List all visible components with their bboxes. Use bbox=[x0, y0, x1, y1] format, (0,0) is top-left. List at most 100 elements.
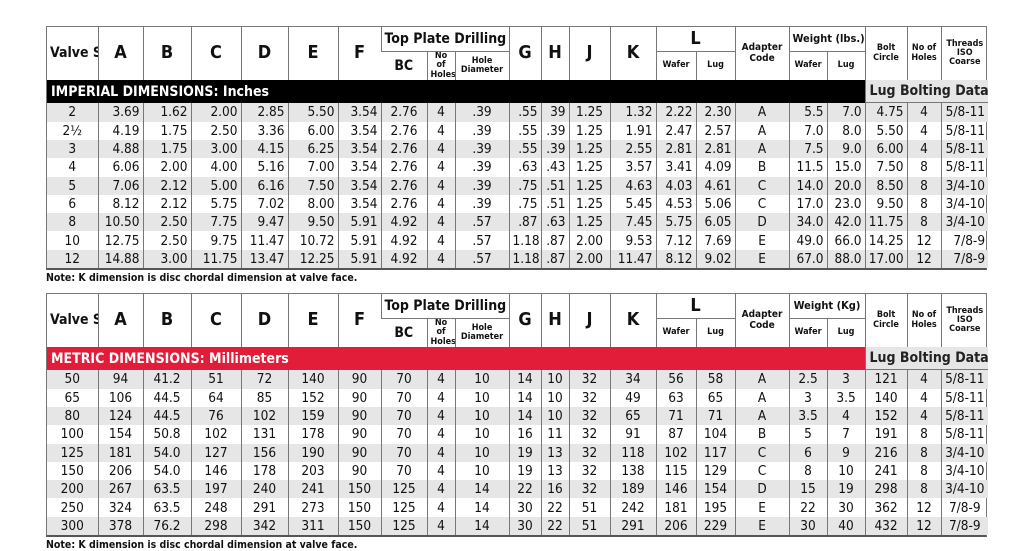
table-cell: 291 bbox=[240, 498, 288, 517]
table-cell: 7.06 bbox=[97, 176, 143, 195]
table-cell: 2.76 bbox=[380, 121, 427, 140]
table-cell: 5/8-11 bbox=[940, 121, 989, 140]
col-h: H bbox=[540, 294, 570, 348]
table-cell: 240 bbox=[240, 480, 288, 499]
table-cell: 2.00 bbox=[568, 249, 611, 268]
table-cell: 9.0 bbox=[826, 139, 866, 159]
lug-bolting-header: Lug Bolting Data bbox=[864, 347, 989, 371]
table-cell: 140 bbox=[864, 388, 908, 407]
table-cell: .39 bbox=[540, 139, 570, 159]
table-cell: 70 bbox=[380, 369, 427, 389]
table-cell: 64 bbox=[190, 388, 241, 407]
table-cell: 90 bbox=[337, 425, 381, 444]
table-cell: .55 bbox=[508, 102, 542, 122]
table-cell: 15 bbox=[788, 480, 828, 499]
col-b: B bbox=[142, 27, 191, 81]
table-cell: 41.2 bbox=[142, 369, 191, 389]
table-cell: 10 bbox=[454, 369, 510, 389]
table-cell: 7.0 bbox=[788, 121, 828, 140]
table-cell: 102 bbox=[240, 406, 288, 426]
table-cell: 65 bbox=[64, 389, 80, 406]
col-h: H bbox=[540, 27, 570, 81]
table-cell: .55 bbox=[508, 121, 542, 140]
table-cell: 4 bbox=[426, 388, 455, 407]
table-cell: 70 bbox=[380, 461, 427, 481]
table-cell: 4 bbox=[906, 121, 942, 140]
table-cell: 7.00 bbox=[287, 158, 338, 177]
table-cell: A bbox=[734, 139, 790, 159]
metric-section: METRIC DIMENSIONS: Millimeters Lug Boltin… bbox=[46, 293, 989, 551]
table-cell: 4 bbox=[906, 406, 942, 426]
table-cell: 273 bbox=[287, 498, 338, 517]
table-cell: .57 bbox=[454, 231, 510, 250]
table-row: 2½ 4.19 1.75 2.50 3.36 6.00 3.54 2.76 4.39.55.39… bbox=[47, 121, 989, 140]
table-cell: 14 bbox=[454, 498, 510, 517]
table-cell: 4 bbox=[426, 516, 455, 535]
table-cell: .39 bbox=[540, 121, 570, 140]
table-cell: 1.25 bbox=[568, 213, 611, 232]
table-cell: 14.88 bbox=[97, 249, 143, 268]
table-cell: 10.50 bbox=[97, 213, 143, 232]
table-cell: 7.0 bbox=[826, 102, 866, 122]
table-cell: 4.15 bbox=[240, 139, 288, 159]
table-cell: 4.88 bbox=[97, 139, 143, 159]
table-row: 200 267 63.5 197 240 241 150 125 4 14 22 16 32 189 146… bbox=[47, 480, 989, 499]
table-cell: .87 bbox=[540, 231, 570, 250]
table-cell: 5.16 bbox=[240, 158, 288, 177]
table-row: 80 124 44.5 76 102 159 90 70 4 10 14 10 32 65 71 71 A 3.5… bbox=[47, 406, 989, 426]
table-cell: 32 bbox=[568, 388, 611, 407]
table-cell: E bbox=[734, 516, 790, 535]
table-cell: 4 bbox=[426, 231, 455, 250]
table-cell: 9 bbox=[826, 443, 866, 462]
table-cell: 63 bbox=[655, 388, 697, 407]
table-cell: 3.5 bbox=[826, 388, 866, 407]
table-cell: 4 bbox=[426, 498, 455, 517]
col-d: D bbox=[240, 27, 288, 81]
table-row: 300 378 76.2 298 342 311 150 125 4 14 30 22 51 291 206… bbox=[47, 516, 989, 535]
table-cell: 250 bbox=[60, 499, 84, 516]
table-cell: .57 bbox=[454, 213, 510, 232]
col-valve-size: Valve Size bbox=[50, 45, 98, 62]
table-cell: 71 bbox=[695, 406, 736, 426]
table-cell: 9.53 bbox=[609, 231, 657, 250]
table-cell: 4 bbox=[426, 158, 455, 177]
table-cell: 1.25 bbox=[568, 176, 611, 195]
table-cell: 5.91 bbox=[337, 213, 381, 232]
table-cell: 1.62 bbox=[142, 102, 191, 122]
col-c: C bbox=[190, 294, 241, 348]
table-cell: 4.19 bbox=[97, 121, 143, 140]
table-cell: 12 bbox=[906, 498, 942, 517]
table-cell: 8.12 bbox=[97, 194, 143, 214]
table-cell: 3.00 bbox=[190, 139, 241, 159]
table-cell: 118 bbox=[609, 443, 657, 462]
table-cell: 7/8-9 bbox=[940, 498, 989, 517]
table-cell: 90 bbox=[337, 388, 381, 407]
table-cell: .63 bbox=[508, 158, 542, 177]
table-cell: 2.81 bbox=[695, 139, 736, 159]
table-cell: 49.0 bbox=[788, 231, 828, 250]
table-cell: 70 bbox=[380, 425, 427, 444]
table-cell: 241 bbox=[864, 461, 908, 481]
table-cell: 1.25 bbox=[568, 139, 611, 159]
table-cell: 2.00 bbox=[568, 231, 611, 250]
table-cell: 3.5 bbox=[788, 406, 828, 426]
table-cell: 9.50 bbox=[864, 194, 908, 214]
col-threads: Threads ISO Coarse bbox=[940, 294, 989, 348]
table-cell: 4.92 bbox=[380, 249, 427, 268]
table-cell: 4 bbox=[426, 194, 455, 214]
table-cell: 7.50 bbox=[287, 176, 338, 195]
table-cell: 22 bbox=[540, 516, 570, 535]
table-note: Note: K dimension is disc chordal dimens… bbox=[46, 538, 358, 551]
table-note: Note: K dimension is disc chordal dimens… bbox=[46, 271, 358, 284]
table-cell: 10 bbox=[540, 406, 570, 426]
table-cell: 85 bbox=[240, 388, 288, 407]
table-cell: 40 bbox=[826, 516, 866, 535]
table-cell: 4 bbox=[426, 249, 455, 268]
table-cell: 5.50 bbox=[864, 121, 908, 140]
col-hole-diameter: Hole Diameter bbox=[454, 51, 510, 81]
table-cell: 50.8 bbox=[142, 425, 191, 444]
table-cell: 7.75 bbox=[190, 213, 241, 232]
table-cell: 146 bbox=[655, 480, 697, 499]
table-cell: 8.0 bbox=[826, 121, 866, 140]
table-cell: 146 bbox=[190, 461, 241, 481]
